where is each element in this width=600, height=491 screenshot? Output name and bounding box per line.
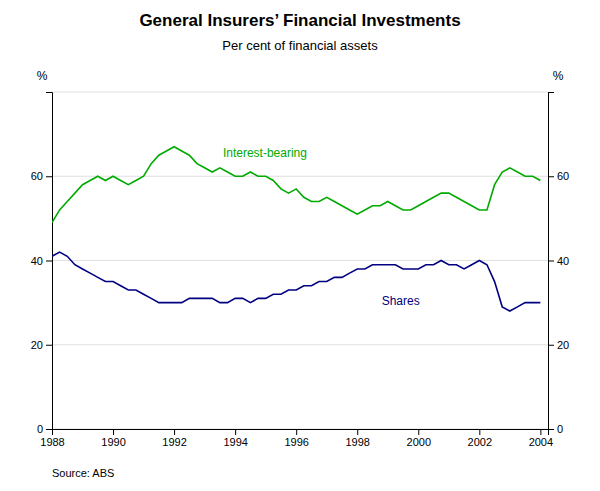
tick-mark xyxy=(548,92,554,93)
tick-label: 1998 xyxy=(345,436,369,448)
tick: 40 xyxy=(548,255,569,267)
tick-label: 0 xyxy=(557,423,563,435)
tick-mark xyxy=(479,429,480,435)
y2-axis: 0 20 40 60 xyxy=(548,93,569,436)
tick: 1990 xyxy=(101,429,125,448)
chart: 1988199019921994199619982000200220040204… xyxy=(0,0,600,491)
tick: 2004 xyxy=(529,429,553,448)
tick-mark xyxy=(548,345,554,346)
y-axis: 0 20 40 60 xyxy=(31,93,53,436)
tick: 20 xyxy=(548,339,569,351)
tick: 1994 xyxy=(223,429,247,448)
tick xyxy=(548,92,554,93)
tick: 1996 xyxy=(284,429,308,448)
line xyxy=(52,147,540,223)
tick-label: 20 xyxy=(31,339,43,351)
tick: 0 xyxy=(37,423,52,435)
tick-mark xyxy=(540,429,541,435)
tick: 40 xyxy=(31,255,52,267)
tick-label: 2000 xyxy=(407,436,431,448)
tick-mark xyxy=(113,429,114,435)
annotation: Interest-bearing xyxy=(223,146,307,160)
title: General Insurers’ Financial Investments xyxy=(139,11,460,30)
tick-label: 2004 xyxy=(529,436,553,448)
tick-label: 60 xyxy=(557,170,569,182)
grid-line xyxy=(52,92,548,93)
y-axis-label: % xyxy=(37,69,48,83)
grid-line xyxy=(52,260,548,261)
tick-label: 1988 xyxy=(40,436,64,448)
tick-label: 40 xyxy=(557,255,569,267)
tick: 0 xyxy=(548,423,563,435)
tick-label: 20 xyxy=(557,339,569,351)
source: Source: ABS xyxy=(52,467,114,479)
tick-label: 1996 xyxy=(284,436,308,448)
plot-area xyxy=(52,147,540,311)
grid xyxy=(52,92,548,429)
grid-line xyxy=(52,344,548,345)
line xyxy=(52,252,540,311)
annotation: Shares xyxy=(382,294,420,308)
tick-label: 0 xyxy=(37,423,43,435)
tick-mark xyxy=(548,176,554,177)
subtitle: Per cent of financial assets xyxy=(222,38,378,53)
axis-line xyxy=(53,430,549,436)
axis-line xyxy=(549,93,555,430)
x-axis: 1988 1990 1992 1994 1996 1998 2000 2002 2004 xyxy=(40,429,553,448)
tick: 2002 xyxy=(468,429,492,448)
y2-axis-label: % xyxy=(553,69,564,83)
tick-label: 1994 xyxy=(223,436,247,448)
tick-mark xyxy=(235,429,236,435)
tick: 2000 xyxy=(407,429,431,448)
tick-mark xyxy=(46,261,52,262)
tick-mark xyxy=(46,429,52,430)
tick-mark xyxy=(548,429,554,430)
tick-label: 40 xyxy=(31,255,43,267)
tick: 1988 xyxy=(40,429,64,448)
tick-mark xyxy=(357,429,358,435)
tick: 60 xyxy=(548,170,569,182)
tick: 1998 xyxy=(345,429,369,448)
tick: 60 xyxy=(31,170,52,182)
tick-mark xyxy=(46,345,52,346)
tick-mark xyxy=(46,176,52,177)
grid-line xyxy=(52,176,548,177)
tick-mark xyxy=(418,429,419,435)
tick-mark xyxy=(548,261,554,262)
tick: 20 xyxy=(31,339,52,351)
tick-label: 1992 xyxy=(162,436,186,448)
tick-label: 60 xyxy=(31,170,43,182)
tick-mark xyxy=(174,429,175,435)
tick xyxy=(46,92,52,93)
tick-label: 1990 xyxy=(101,436,125,448)
tick-mark xyxy=(296,429,297,435)
tick: 1992 xyxy=(162,429,186,448)
tick-label: 2002 xyxy=(468,436,492,448)
tick-mark xyxy=(46,92,52,93)
axis-line xyxy=(46,93,53,430)
